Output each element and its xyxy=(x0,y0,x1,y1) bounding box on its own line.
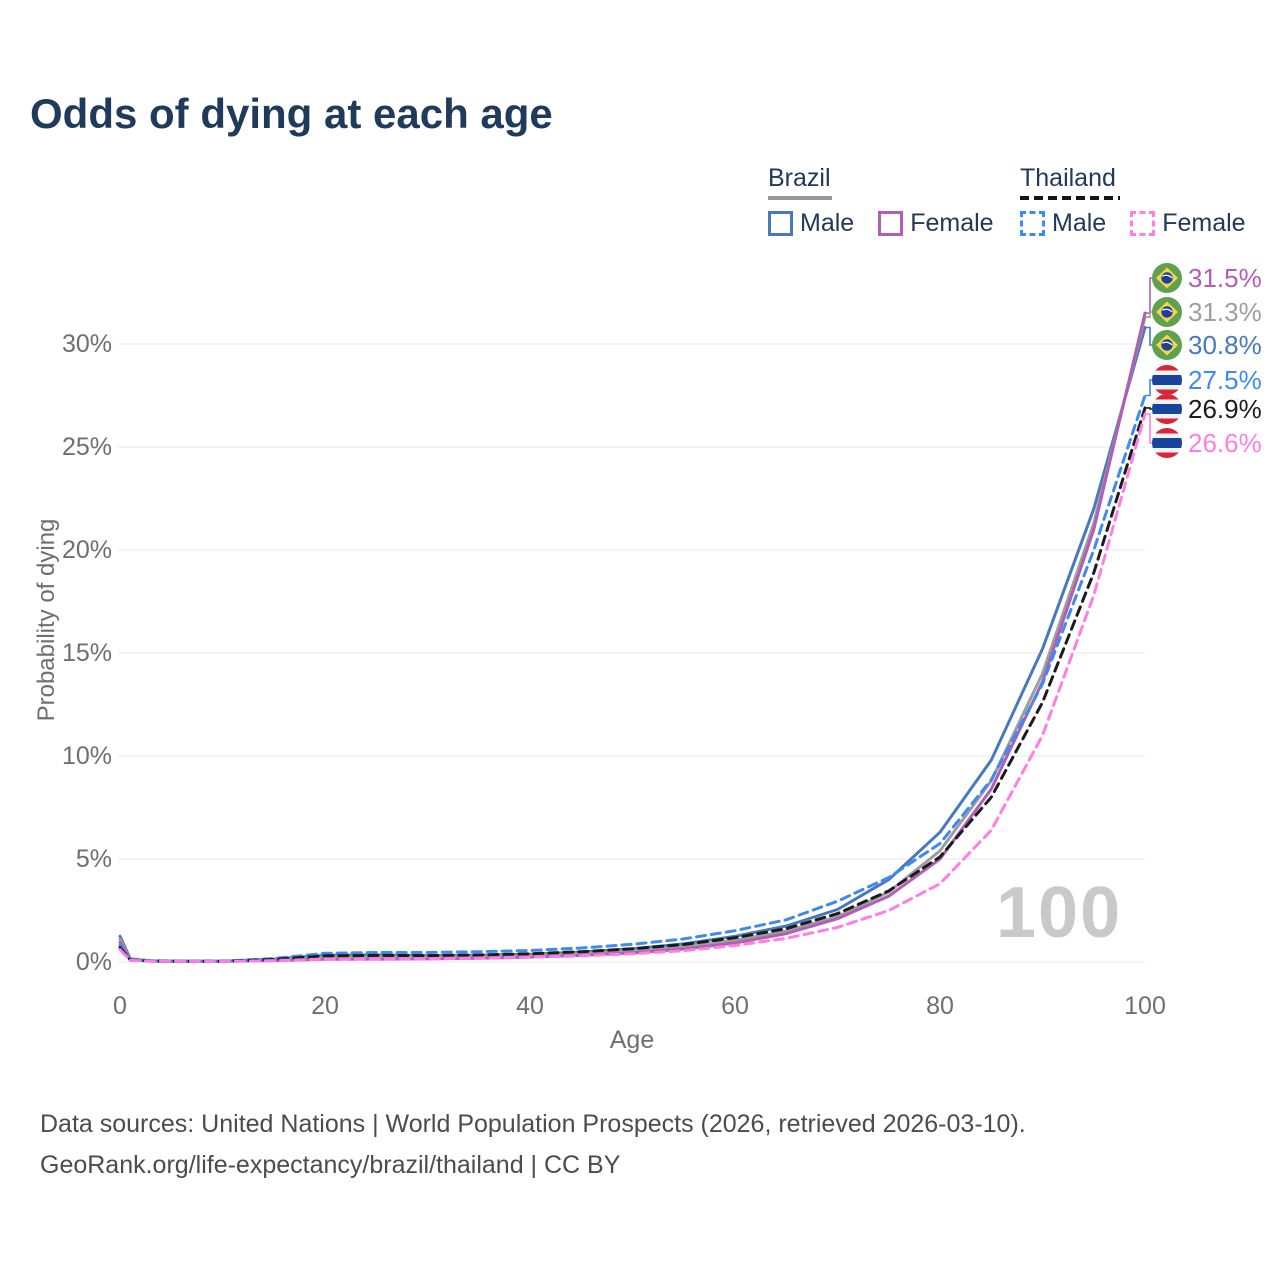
end-label-row-thailand-all: 26.9% xyxy=(1152,394,1262,424)
legend-label-brazil-male[interactable]: Male xyxy=(800,209,855,237)
legend-thailand-underline xyxy=(1020,196,1120,200)
legend-brazil-title[interactable]: Brazil xyxy=(768,164,831,192)
legend-group-thailand: Thailand Male Female xyxy=(1020,164,1270,238)
end-label-row-brazil-male: 30.8% xyxy=(1152,330,1262,360)
x-tick-label: 40 xyxy=(516,992,544,1020)
page-title: Odds of dying at each age xyxy=(30,90,553,137)
y-tick-label: 5% xyxy=(75,845,112,873)
y-tick-label: 15% xyxy=(61,639,112,667)
brazil-flag-icon xyxy=(1152,263,1182,293)
legend-swatch-thailand-male[interactable] xyxy=(1020,211,1045,236)
hover-age-watermark: 100 xyxy=(996,873,1123,953)
end-label-row-thailand-male: 27.5% xyxy=(1152,365,1262,395)
series-line-brazil-all[interactable] xyxy=(118,315,1147,963)
series-line-thailand-female[interactable] xyxy=(118,412,1147,963)
x-tick-label: 0 xyxy=(113,992,127,1020)
y-tick-label: 25% xyxy=(61,433,112,461)
x-tick-label: 80 xyxy=(926,992,954,1020)
footer-data-sources: Data sources: United Nations | World Pop… xyxy=(40,1110,1026,1138)
legend-label-thailand-male[interactable]: Male xyxy=(1052,209,1107,237)
brazil-flag-icon xyxy=(1152,330,1182,360)
y-tick-label: 30% xyxy=(61,330,112,358)
series-line-brazil-female[interactable] xyxy=(118,311,1147,963)
footer-attribution: GeoRank.org/life-expectancy/brazil/thail… xyxy=(40,1151,621,1179)
x-axis-title: Age xyxy=(609,1026,655,1054)
end-value-label: 31.5% xyxy=(1188,262,1262,293)
y-tick-label: 0% xyxy=(75,948,112,976)
end-label-row-thailand-female: 26.6% xyxy=(1152,428,1262,458)
end-label-row-brazil-all: 31.3% xyxy=(1152,297,1262,327)
brazil-flag-icon xyxy=(1152,297,1182,327)
end-value-label: 30.8% xyxy=(1188,329,1262,360)
end-value-label: 27.5% xyxy=(1188,364,1262,395)
y-tick-label: 20% xyxy=(61,536,112,564)
thailand-flag-icon xyxy=(1152,394,1182,424)
series-line-brazil-male[interactable] xyxy=(118,326,1147,963)
legend-swatch-brazil-male[interactable] xyxy=(768,211,793,236)
legend-thailand-title[interactable]: Thailand xyxy=(1020,164,1116,192)
footer: Data sources: United Nations | World Pop… xyxy=(40,1104,1026,1186)
end-value-label: 26.9% xyxy=(1188,393,1262,424)
thailand-flag-icon xyxy=(1152,365,1182,395)
x-tick-label: 100 xyxy=(1124,992,1166,1020)
end-value-label: 26.6% xyxy=(1188,427,1262,458)
legend-label-thailand-female[interactable]: Female xyxy=(1162,209,1246,237)
x-tick-label: 20 xyxy=(311,992,339,1020)
series-line-thailand-male[interactable] xyxy=(118,394,1147,963)
legend-group-brazil: Brazil Male Female xyxy=(768,164,1018,238)
end-label-row-brazil-female: 31.5% xyxy=(1152,263,1262,293)
end-value-label: 31.3% xyxy=(1188,296,1262,327)
legend-swatch-brazil-female[interactable] xyxy=(878,211,904,236)
legend-label-brazil-female[interactable]: Female xyxy=(910,209,994,237)
y-tick-label: 10% xyxy=(61,742,112,770)
x-tick-label: 60 xyxy=(721,992,749,1020)
legend-brazil-underline xyxy=(768,196,832,200)
series-line-thailand-all[interactable] xyxy=(118,406,1147,963)
legend-swatch-thailand-female[interactable] xyxy=(1130,211,1156,236)
thailand-flag-icon xyxy=(1152,428,1182,458)
